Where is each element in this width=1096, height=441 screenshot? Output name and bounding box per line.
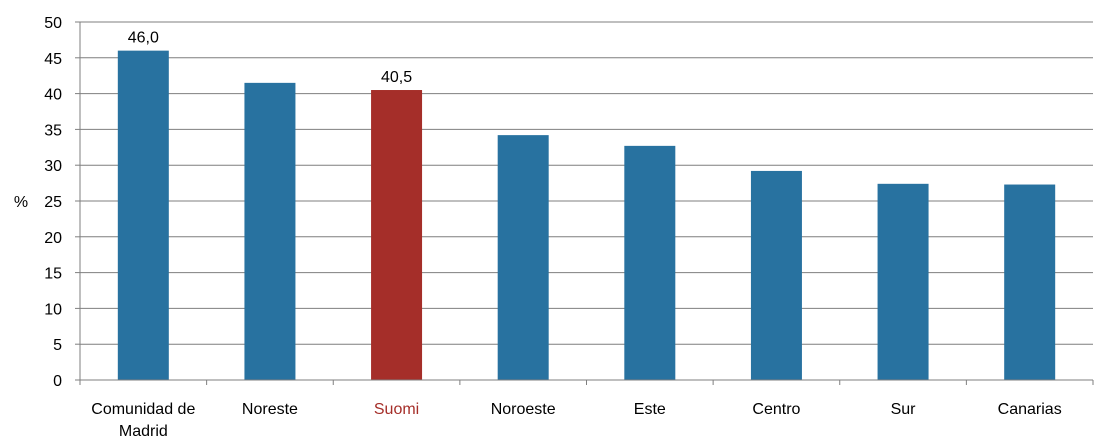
- gridlines: [80, 21, 1093, 345]
- axes: [79, 22, 1094, 385]
- bars: [117, 50, 1056, 381]
- y-tick-label: 15: [44, 266, 62, 283]
- y-tick-label: 30: [44, 158, 62, 175]
- y-tick-label: 25: [44, 194, 62, 211]
- x-tick-label: Canarias: [998, 401, 1062, 418]
- x-tick-label: Comunidad de Madrid: [91, 401, 195, 440]
- x-axis-labels: Comunidad de Madrid Noreste Suomi Noroeste Es…: [91, 401, 1061, 440]
- y-tick-label: 40: [44, 87, 62, 104]
- y-axis-label: %: [14, 194, 28, 211]
- data-label: 46,0: [128, 30, 159, 47]
- x-tick-label: Suomi: [374, 401, 419, 418]
- y-tick-label: 0: [53, 373, 62, 390]
- x-tick-label: Noreste: [242, 401, 298, 418]
- y-tick-label: 50: [44, 15, 62, 32]
- y-tick-label: 10: [44, 301, 62, 318]
- bar-sur: [877, 183, 929, 380]
- bar-noreste: [244, 82, 296, 381]
- y-tick-label: 35: [44, 122, 62, 139]
- data-label: 40,5: [381, 69, 412, 86]
- bar-centro: [750, 170, 802, 380]
- bar-suomi: [371, 90, 423, 381]
- x-tick-label: Centro: [752, 401, 800, 418]
- y-tick-label: 20: [44, 230, 62, 247]
- x-tick-label: Sur: [891, 401, 917, 418]
- bar-comunidad-de-madrid: [117, 50, 169, 380]
- x-tick-label: Noroeste: [491, 401, 556, 418]
- bar-canarias: [1004, 184, 1056, 380]
- x-tick-label: Este: [634, 401, 666, 418]
- bar-noroeste: [497, 135, 549, 380]
- y-axis-ticks: 0 5 10 15 20 25 30 35 40 45 50: [44, 15, 80, 390]
- data-labels: 46,0 40,5: [128, 30, 412, 86]
- y-tick-label: 45: [44, 51, 62, 68]
- bar-este: [624, 145, 676, 380]
- y-tick-label: 5: [53, 337, 62, 354]
